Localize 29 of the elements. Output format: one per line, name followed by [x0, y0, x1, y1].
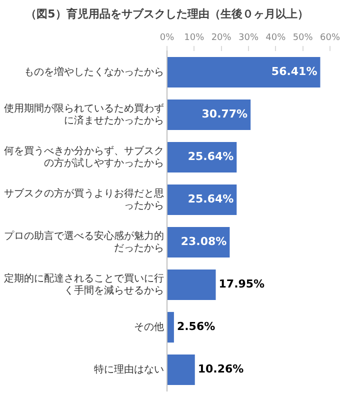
y-tick-label: 何を買うべきか分からず、サブスクの方が試しやすかったから — [4, 144, 164, 169]
x-tick-label: 30% — [238, 32, 259, 43]
data-label: 17.95% — [218, 278, 265, 291]
data-label: 25.64% — [188, 150, 234, 164]
x-tick-label: 10% — [184, 32, 205, 43]
x-tick-label: 60% — [320, 32, 340, 43]
x-tick-label: 0% — [160, 32, 175, 43]
y-tick-label: ものを増やしたくなかったから — [24, 66, 164, 78]
y-tick-label: プロの助言で選べる安心感が魅力的だったから — [4, 230, 164, 254]
y-tick-label: 定期的に配達されることで買いに行く手間を減らせるから — [4, 272, 164, 296]
y-tick-label: その他 — [134, 320, 164, 333]
x-tick-label: 50% — [292, 32, 314, 43]
chart-title: （図5）育児用品をサブスクした理由（生後０ヶ月以上） — [26, 7, 308, 20]
x-tick-label: 40% — [266, 32, 286, 43]
data-label: 25.64% — [188, 192, 234, 206]
bar — [168, 312, 174, 343]
y-tick-label: 特に理由はない — [94, 363, 164, 376]
bar — [168, 56, 320, 88]
data-label: 10.26% — [198, 362, 244, 376]
bar — [168, 99, 251, 130]
x-tick-label: 20% — [211, 32, 232, 43]
data-label: 30.77% — [202, 108, 248, 121]
data-label: 2.56% — [176, 320, 216, 334]
bar — [168, 269, 216, 300]
y-tick-label: 使用期間が限られているため買わずに済ませたかったから — [4, 102, 164, 126]
y-tick-label: サブスクの方が買うよりお得だと思ったから — [4, 187, 164, 212]
data-label: 56.41% — [271, 65, 318, 78]
bar — [168, 354, 195, 386]
data-label: 23.08% — [180, 235, 227, 248]
